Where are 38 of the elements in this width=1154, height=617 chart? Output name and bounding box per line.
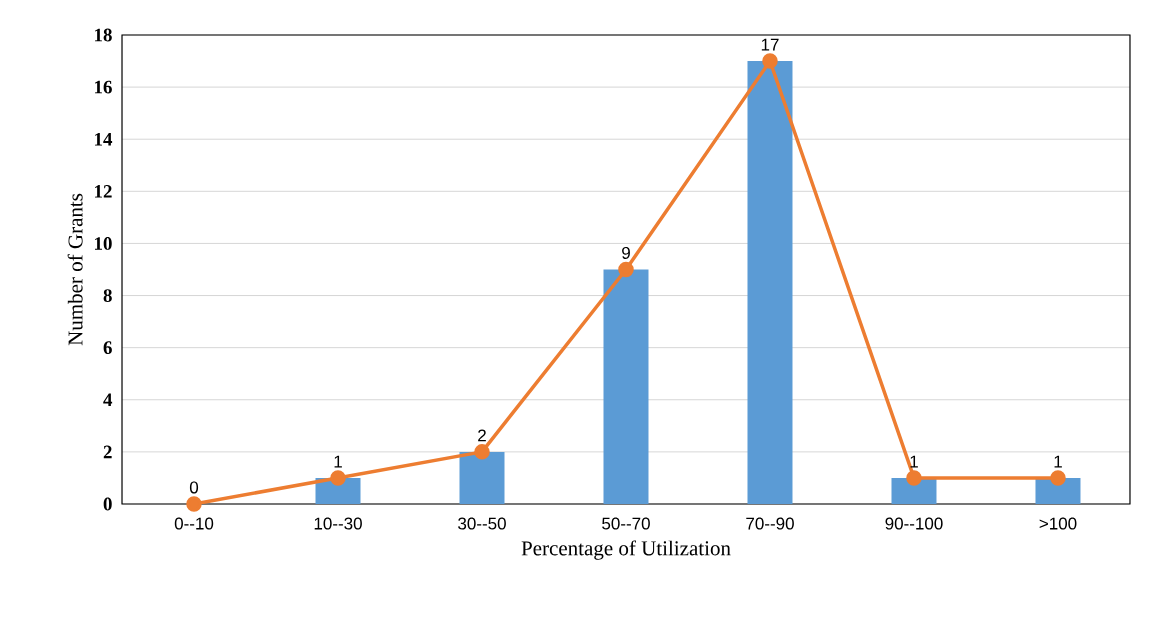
point <box>186 496 202 512</box>
x-tick-label: 0--10 <box>174 517 214 530</box>
y-tick-label: 4 <box>103 393 113 407</box>
data-label: 1 <box>910 455 918 468</box>
y-tick-label: 6 <box>103 341 112 355</box>
data-label: 9 <box>622 246 630 259</box>
point <box>906 470 922 486</box>
y-tick-label: 16 <box>95 80 112 94</box>
y-axis-title: Number of Grants <box>67 193 83 346</box>
bar <box>603 269 649 504</box>
x-tick-label: 50--70 <box>602 517 650 530</box>
data-label: 0 <box>189 481 199 494</box>
bar <box>459 451 505 504</box>
y-tick-label: 12 <box>95 185 112 198</box>
bar <box>1035 477 1081 504</box>
y-tick-label: 14 <box>95 132 113 146</box>
x-tick-label: 10--30 <box>314 517 362 530</box>
point <box>474 444 490 460</box>
data-label: 1 <box>334 455 342 468</box>
bar <box>747 61 793 504</box>
bar <box>891 477 937 504</box>
point <box>330 470 346 486</box>
point <box>1050 470 1066 486</box>
y-tick-label: 2 <box>103 445 112 459</box>
x-tick-label: 70--90 <box>746 517 794 530</box>
data-label: 2 <box>478 429 486 442</box>
data-label: 17 <box>761 38 779 51</box>
y-tick-label: 18 <box>95 28 112 42</box>
data-label: 1 <box>1054 455 1062 468</box>
x-tick-label: >100 <box>1039 517 1077 530</box>
y-tick-label: 0 <box>103 497 112 511</box>
x-axis-title: Percentage of Utilization <box>521 540 731 560</box>
x-tick-label: 90--100 <box>885 517 943 530</box>
y-tick-label: 10 <box>95 237 112 250</box>
x-tick-label: 30--50 <box>458 517 506 530</box>
y-tick-label: 8 <box>103 289 112 302</box>
point <box>762 53 778 69</box>
point <box>618 261 634 278</box>
